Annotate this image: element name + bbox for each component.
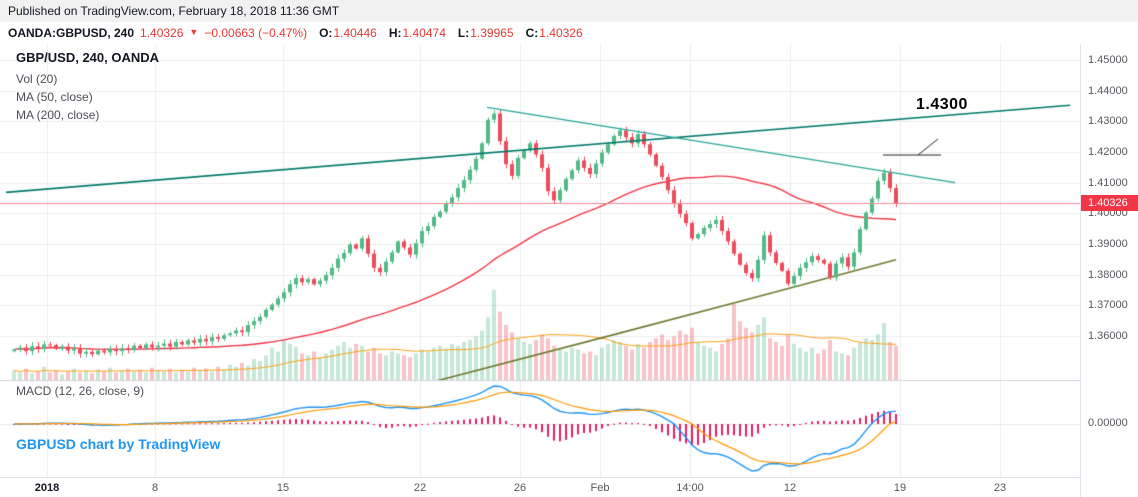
time-tick-label: 8 (151, 482, 159, 494)
time-tick-label: 23 (993, 482, 1007, 494)
price-tick-label: 1.38000 (1088, 268, 1128, 281)
low-label: L: (457, 26, 470, 40)
chart-canvas[interactable] (0, 44, 1080, 477)
time-tick-label: 22 (413, 482, 427, 494)
time-tick-label: 15 (276, 482, 290, 494)
high-value: 1.40474 (402, 26, 446, 40)
time-tick-label: 26 (513, 482, 527, 494)
price-change: −0.00663 (−0.47%) (204, 26, 308, 40)
last-price-axis-label: 1.40326 (1081, 195, 1138, 212)
price-tick-label: 1.42000 (1088, 145, 1128, 158)
ohlc-high: H:1.40474 (389, 26, 446, 40)
quote-bar: OANDA:GBPUSD, 240 1.40326 ▼ −0.00663 (−0… (0, 22, 1138, 44)
low-value: 1.39965 (470, 26, 514, 40)
price-tick-label: 1.37000 (1088, 299, 1128, 312)
price-tick-label: 1.39000 (1088, 237, 1128, 250)
time-tick-label: 12 (783, 482, 797, 494)
price-tick-label: 1.41000 (1088, 176, 1128, 189)
open-value: 1.40446 (333, 26, 377, 40)
symbol-name: OANDA:GBPUSD, 240 (8, 26, 135, 40)
time-tick-label: 19 (893, 482, 907, 494)
high-label: H: (388, 26, 402, 40)
price-axis[interactable]: 1.45000 1.44000 1.43000 1.42000 1.41000 1.400… (1080, 44, 1138, 497)
close-label: C: (525, 26, 539, 40)
macd-indicator-label: MACD (12, 26, close, 9) (16, 384, 145, 398)
macd-zero-tick-label: 0.00000 (1088, 417, 1128, 429)
tradingview-watermark-link[interactable]: GBPUSD chart by TradingView (16, 436, 221, 452)
price-tick-label: 1.44000 (1088, 84, 1128, 97)
time-tick-label: Feb (590, 482, 610, 494)
ohlc-low: L:1.39965 (458, 26, 514, 40)
close-value: 1.40326 (539, 26, 583, 40)
price-tick-label: 1.45000 (1088, 53, 1128, 66)
ohlc-close: C:1.40326 (526, 26, 583, 40)
time-tick-label: 14:00 (676, 482, 704, 494)
price-target-annotation: 1.4300 (916, 96, 968, 113)
published-bar: Published on TradingView.com, February 1… (0, 0, 1138, 22)
down-arrow-icon: ▼ (189, 27, 199, 37)
time-axis[interactable]: 2018 8 15 22 26 Feb 14:00 12 19 23 (0, 477, 1080, 497)
price-tick-label: 1.36000 (1088, 329, 1128, 342)
last-price: 1.40326 (140, 26, 184, 40)
open-label: O: (319, 26, 333, 40)
ohlc-open: O:1.40446 (319, 26, 377, 40)
price-tick-label: 1.43000 (1088, 115, 1128, 128)
time-tick-label: 2018 (34, 482, 60, 494)
published-text: Published on TradingView.com, February 1… (8, 4, 340, 18)
